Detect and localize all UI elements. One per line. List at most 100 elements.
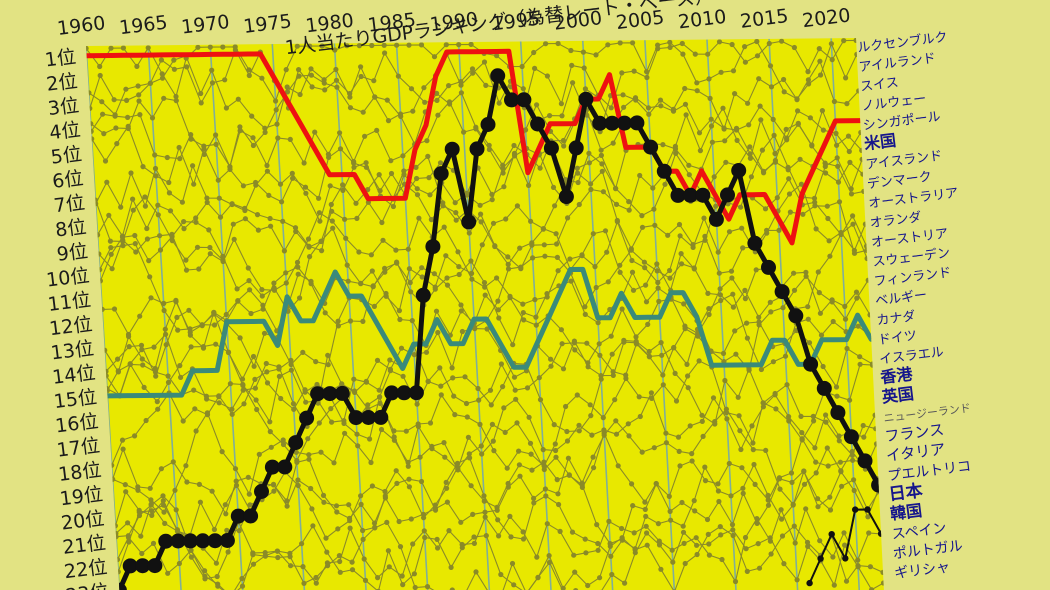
legend-item-9[interactable]: オランダ (869, 210, 922, 231)
background-series-marker (575, 170, 581, 176)
background-series-marker (152, 152, 158, 158)
background-series-marker (452, 200, 458, 206)
background-series-marker (354, 215, 360, 221)
background-series-marker (414, 186, 420, 192)
background-series-marker (511, 582, 517, 588)
background-series-marker (199, 323, 205, 329)
background-series-marker (400, 153, 406, 159)
background-series-marker (646, 111, 652, 117)
background-series-marker (160, 498, 166, 504)
background-series-marker (747, 144, 753, 150)
background-series-marker (818, 72, 824, 78)
legend-item-15[interactable]: ドイツ (877, 329, 918, 349)
background-series-marker (706, 76, 712, 82)
background-series-marker (692, 51, 698, 57)
background-series-marker (343, 235, 349, 241)
background-series-marker (532, 65, 538, 71)
background-series-marker (835, 179, 842, 185)
background-series-marker (408, 86, 415, 92)
background-series-marker (362, 133, 368, 139)
background-series-marker (334, 509, 340, 515)
background-series-marker (781, 76, 787, 83)
background-series-marker (841, 38, 847, 44)
background-series-marker (861, 434, 867, 440)
background-series-marker (631, 68, 637, 74)
background-series-marker (660, 142, 666, 148)
legend-item-18[interactable]: 英国 (880, 384, 915, 407)
background-series-marker (427, 420, 434, 426)
background-series-marker (173, 98, 179, 104)
legend-item-4[interactable]: シンガポール (862, 110, 941, 134)
background-series-marker (122, 482, 128, 488)
background-series-marker (489, 191, 495, 197)
background-series-marker (682, 326, 688, 332)
series-marker-韓国 (864, 506, 871, 513)
background-series-marker (262, 129, 268, 135)
background-series-marker (756, 76, 762, 82)
background-series-marker (446, 528, 452, 534)
background-series-marker (686, 162, 692, 168)
background-series-marker (479, 451, 485, 457)
background-series-marker (710, 395, 717, 401)
background-series-marker (772, 150, 778, 157)
legend-item-3[interactable]: ノルウェー (861, 92, 927, 115)
background-series-marker (114, 141, 120, 147)
background-series-marker (490, 220, 497, 226)
background-series-marker (184, 64, 190, 70)
background-series-marker (360, 109, 366, 115)
background-series-marker (732, 578, 739, 585)
y-axis-tick: 4位 (48, 119, 82, 145)
background-series-marker (107, 238, 113, 244)
background-series-marker (588, 181, 594, 187)
legend-item-27[interactable]: ギリシャ (894, 559, 952, 582)
legend-item-17[interactable]: 香港 (878, 364, 914, 387)
background-series-marker (708, 123, 715, 129)
legend-item-2[interactable]: スイス (859, 75, 899, 95)
background-series-marker (760, 404, 767, 410)
legend-item-24[interactable]: 韓国 (889, 501, 923, 524)
background-series-marker (438, 383, 444, 389)
legend-item-16[interactable]: イスラエル (879, 345, 945, 368)
background-series-marker (411, 352, 417, 358)
background-series-marker (112, 113, 118, 119)
background-series-marker (237, 124, 243, 130)
legend-item-5[interactable]: 米国 (863, 131, 897, 154)
legend-item-1[interactable]: アイルランド (858, 51, 937, 75)
legend-item-12[interactable]: フィンランド (873, 265, 952, 289)
background-series-marker (853, 289, 860, 295)
background-series-marker (379, 219, 385, 226)
background-series-marker (347, 525, 353, 531)
background-series-marker (610, 369, 616, 375)
background-series-marker (237, 128, 243, 134)
background-series-marker (444, 499, 450, 505)
background-series-marker (301, 580, 307, 586)
background-series-marker (414, 401, 420, 407)
background-series-marker (180, 418, 186, 424)
background-series-marker (216, 394, 222, 400)
background-series-marker (339, 381, 345, 387)
background-series-marker (232, 466, 239, 472)
legend-item-13[interactable]: ベルギー (874, 288, 927, 309)
legend-item-6[interactable]: アイスランド (865, 149, 943, 173)
background-series-marker (165, 570, 171, 576)
background-series-marker (582, 86, 589, 92)
legend-item-7[interactable]: デンマーク (866, 169, 932, 193)
background-series-marker (284, 503, 290, 509)
background-series-marker (540, 226, 547, 232)
background-series-marker (720, 350, 727, 356)
series-marker-日本 (504, 92, 519, 108)
background-series-marker (394, 480, 400, 486)
background-series-marker (145, 45, 151, 51)
legend-item-25[interactable]: スペイン (891, 520, 948, 543)
background-series-marker (829, 57, 835, 63)
background-series-marker (574, 392, 580, 398)
background-series-marker (831, 582, 837, 588)
legend-item-14[interactable]: カナダ (876, 309, 917, 329)
legend-item-23[interactable]: 日本 (888, 480, 924, 505)
background-series-marker (823, 412, 829, 418)
background-series-marker (607, 543, 613, 549)
background-series-marker (562, 177, 569, 183)
background-series-marker (382, 265, 388, 271)
background-series-marker (750, 447, 756, 453)
background-series-marker (740, 490, 746, 496)
